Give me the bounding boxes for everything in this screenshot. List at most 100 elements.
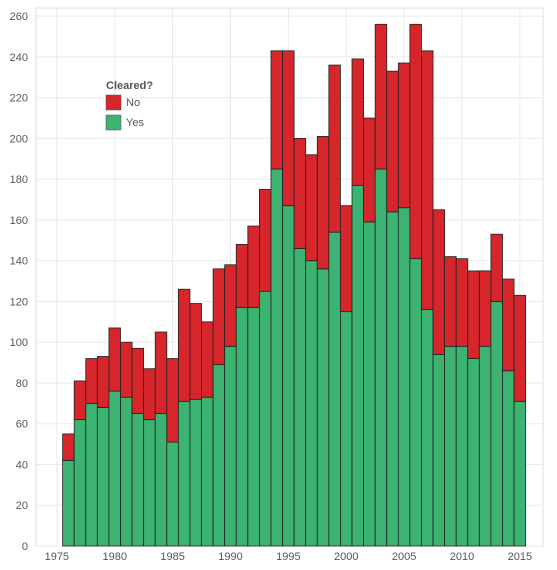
x-tick-label: 2005 [392, 551, 416, 563]
y-tick-label: 260 [10, 11, 28, 23]
bar-no-1999 [328, 64, 341, 233]
x-tick-label: 1980 [102, 551, 126, 563]
y-tick-label: 20 [16, 500, 28, 512]
bar-no-2012 [478, 270, 492, 347]
bar-no-1983 [143, 368, 156, 421]
bar-no-2010 [455, 258, 469, 347]
bar-no-1993 [259, 188, 272, 292]
bar-no-1979 [96, 356, 110, 408]
bar-yes-2007 [421, 309, 434, 547]
y-tick-label: 40 [16, 459, 28, 471]
bar-yes-2010 [455, 345, 469, 547]
bar-no-1986 [177, 288, 191, 402]
bar-yes-2009 [444, 345, 457, 547]
bar-yes-1990 [224, 345, 237, 547]
bar-yes-2006 [409, 258, 422, 547]
bar-no-2007 [421, 50, 434, 311]
y-tick-label: 140 [10, 256, 28, 268]
bar-no-1997 [305, 154, 318, 262]
x-tick-label: 2000 [334, 551, 358, 563]
bar-no-1989 [212, 268, 226, 366]
y-tick-label: 240 [10, 52, 28, 64]
x-tick-label: 2010 [450, 551, 474, 563]
bar-yes-1987 [189, 398, 202, 547]
bar-yes-2001 [351, 184, 364, 547]
bar-yes-1988 [201, 396, 214, 547]
bar-no-1978 [85, 358, 98, 404]
y-tick-label: 60 [16, 419, 28, 431]
bar-yes-2000 [340, 311, 353, 547]
x-tick-label: 1990 [218, 551, 242, 563]
x-tick-label: 2015 [508, 551, 532, 563]
bar-no-2000 [340, 205, 353, 313]
bar-yes-1980 [108, 390, 121, 547]
bar-yes-2004 [386, 211, 399, 547]
bar-yes-1993 [259, 290, 272, 547]
bar-no-2014 [502, 278, 515, 372]
bar-no-1976 [62, 433, 75, 461]
bar-no-2002 [363, 117, 376, 223]
y-tick-label: 100 [10, 337, 28, 349]
bar-yes-1977 [73, 419, 87, 547]
bar-no-2005 [397, 62, 411, 209]
legend-swatch-yes [105, 114, 122, 131]
y-tick-label: 200 [10, 133, 28, 145]
x-tick-label: 1985 [160, 551, 184, 563]
bar-no-1992 [247, 225, 260, 308]
bar-no-2013 [490, 233, 503, 302]
bar-no-2004 [386, 70, 399, 213]
bar-yes-1978 [85, 402, 98, 547]
y-tick-label: 0 [22, 541, 28, 553]
bar-no-1995 [282, 50, 295, 207]
bar-no-2001 [351, 58, 364, 186]
bar-yes-1976 [62, 460, 75, 547]
bar-no-2011 [467, 270, 480, 359]
bar-no-2008 [432, 209, 446, 355]
y-tick-label: 180 [10, 174, 28, 186]
bar-yes-1996 [293, 248, 307, 547]
bar-no-1985 [166, 358, 179, 443]
y-tick-label: 80 [16, 378, 28, 390]
legend-swatch-no [105, 94, 122, 111]
bar-yes-1985 [166, 441, 179, 547]
bar-yes-2008 [432, 354, 446, 547]
bar-no-1991 [235, 243, 249, 308]
legend: Cleared? No Yes [105, 80, 153, 131]
bar-yes-1982 [131, 413, 145, 547]
bar-yes-2005 [397, 207, 411, 547]
x-tick-label: 1975 [45, 551, 69, 563]
bar-yes-2014 [502, 370, 515, 547]
axes: 0 20 40 60 80 100 120 140 160 180 200 220 240 260 1975… [10, 11, 532, 563]
bar-no-1977 [73, 380, 87, 421]
bar-no-1980 [108, 327, 121, 392]
bar-yes-1997 [305, 260, 318, 547]
bars [62, 23, 527, 547]
bar-yes-1979 [96, 407, 110, 547]
bar-yes-2012 [478, 345, 492, 547]
bar-yes-1998 [316, 268, 330, 547]
bar-no-1996 [293, 138, 307, 249]
bar-no-2009 [444, 256, 457, 347]
bar-yes-1992 [247, 307, 260, 547]
bar-yes-2015 [513, 400, 527, 547]
bar-no-2015 [513, 294, 527, 402]
legend-label-no: No [126, 97, 140, 109]
bar-no-1990 [224, 264, 237, 347]
bar-no-1981 [120, 341, 133, 398]
bar-yes-2002 [363, 221, 376, 547]
bar-yes-1989 [212, 364, 226, 547]
legend-title: Cleared? [106, 80, 153, 92]
y-tick-label: 160 [10, 215, 28, 227]
bar-no-1994 [270, 50, 283, 170]
y-tick-label: 220 [10, 93, 28, 105]
bar-no-1984 [154, 331, 168, 414]
bar-yes-2003 [374, 168, 388, 547]
bar-no-2003 [374, 23, 388, 170]
bar-yes-2013 [490, 301, 503, 547]
bar-yes-1986 [177, 400, 191, 547]
legend-label-yes: Yes [126, 117, 144, 129]
bar-no-1987 [189, 303, 202, 400]
bar-yes-1981 [120, 396, 133, 547]
x-tick-label: 1995 [276, 551, 300, 563]
